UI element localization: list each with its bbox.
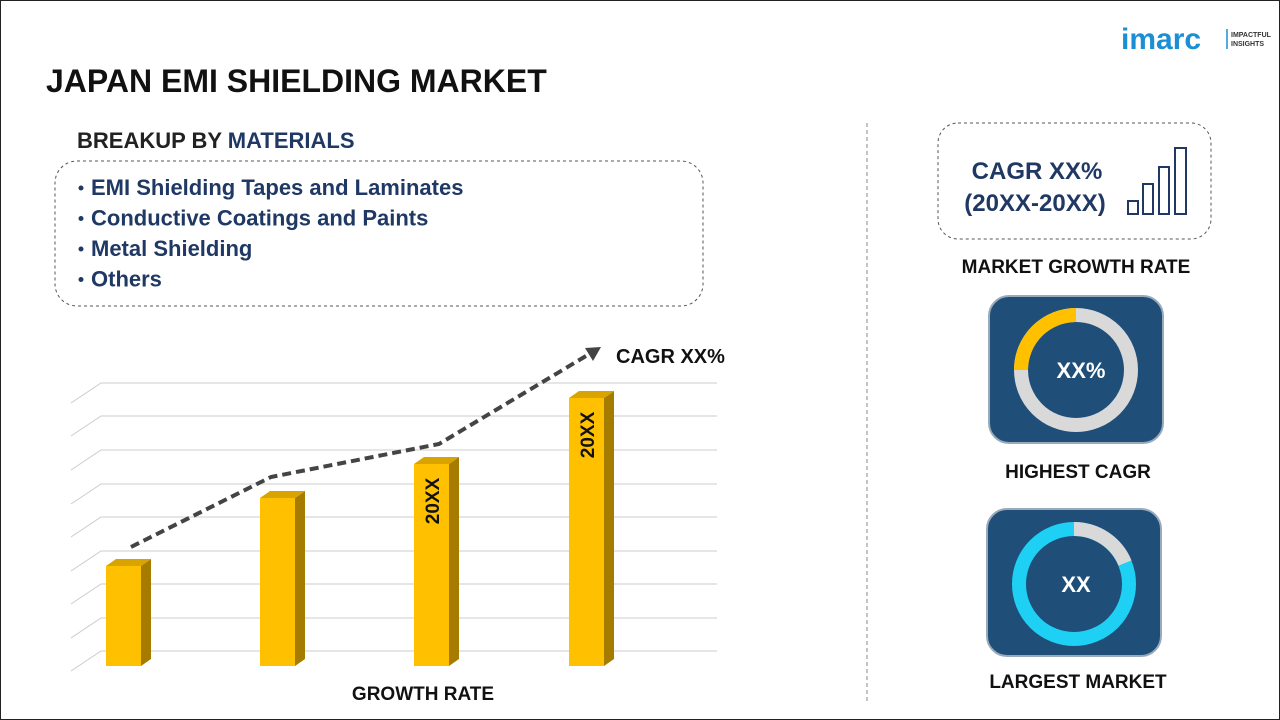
bar-side <box>449 457 459 666</box>
logo-tagline: INSIGHTS <box>1231 41 1264 48</box>
cagr-value: CAGR XX% <box>972 158 1103 185</box>
material-item: EMI Shielding Tapes and Laminates <box>91 175 463 200</box>
bar-top <box>106 559 151 566</box>
materials-list: EMI Shielding Tapes and Laminates Conduct… <box>78 175 463 292</box>
bar-front <box>414 464 449 666</box>
logo-tagline: IMPACTFUL <box>1231 32 1272 39</box>
logo-brand: imarc <box>1121 23 1201 56</box>
tile-value: XX% <box>1057 358 1106 383</box>
section-heading: BREAKUP BY MATERIALS <box>77 128 355 153</box>
bar-top <box>414 457 459 464</box>
tile-value: XX <box>1061 572 1091 597</box>
card-label: MARKET GROWTH RATE <box>962 257 1191 278</box>
page-title: JAPAN EMI SHIELDING MARKET <box>46 63 547 99</box>
heading-highlight: MATERIALS <box>228 128 355 153</box>
material-item: Others <box>91 267 162 292</box>
card-label: HIGHEST CAGR <box>1005 462 1151 483</box>
bar-front <box>569 398 604 666</box>
bar-side <box>141 559 151 666</box>
material-item: Metal Shielding <box>91 236 252 261</box>
material-item: Conductive Coatings and Paints <box>91 206 428 231</box>
bar-front <box>106 566 141 666</box>
trend-arrow <box>585 347 601 361</box>
cagr-box <box>937 122 1212 240</box>
bar-front <box>260 498 295 666</box>
bullet <box>78 277 84 282</box>
chart-bars <box>106 391 614 666</box>
bar-label: 20XX <box>423 477 444 524</box>
donut-track <box>1073 521 1132 566</box>
axis-label: GROWTH RATE <box>352 684 494 705</box>
bullet <box>78 185 84 191</box>
bar-top <box>260 491 305 498</box>
trend-line <box>130 351 593 549</box>
bar-top <box>569 391 614 398</box>
bar-side <box>604 391 614 666</box>
cagr-period: (20XX-20XX) <box>964 190 1105 217</box>
bullet <box>78 216 84 221</box>
heading-prefix: BREAKUP BY <box>77 128 222 153</box>
bullet <box>78 246 84 252</box>
card-label: LARGEST MARKET <box>989 672 1167 693</box>
cagr-label: CAGR XX% <box>616 346 725 368</box>
bar-side <box>295 491 305 666</box>
bar-label: 20XX <box>578 411 599 458</box>
chart-grid <box>70 382 717 672</box>
growth-icon <box>1127 147 1187 215</box>
donut-segment <box>1014 308 1077 371</box>
materials-box <box>54 160 704 307</box>
